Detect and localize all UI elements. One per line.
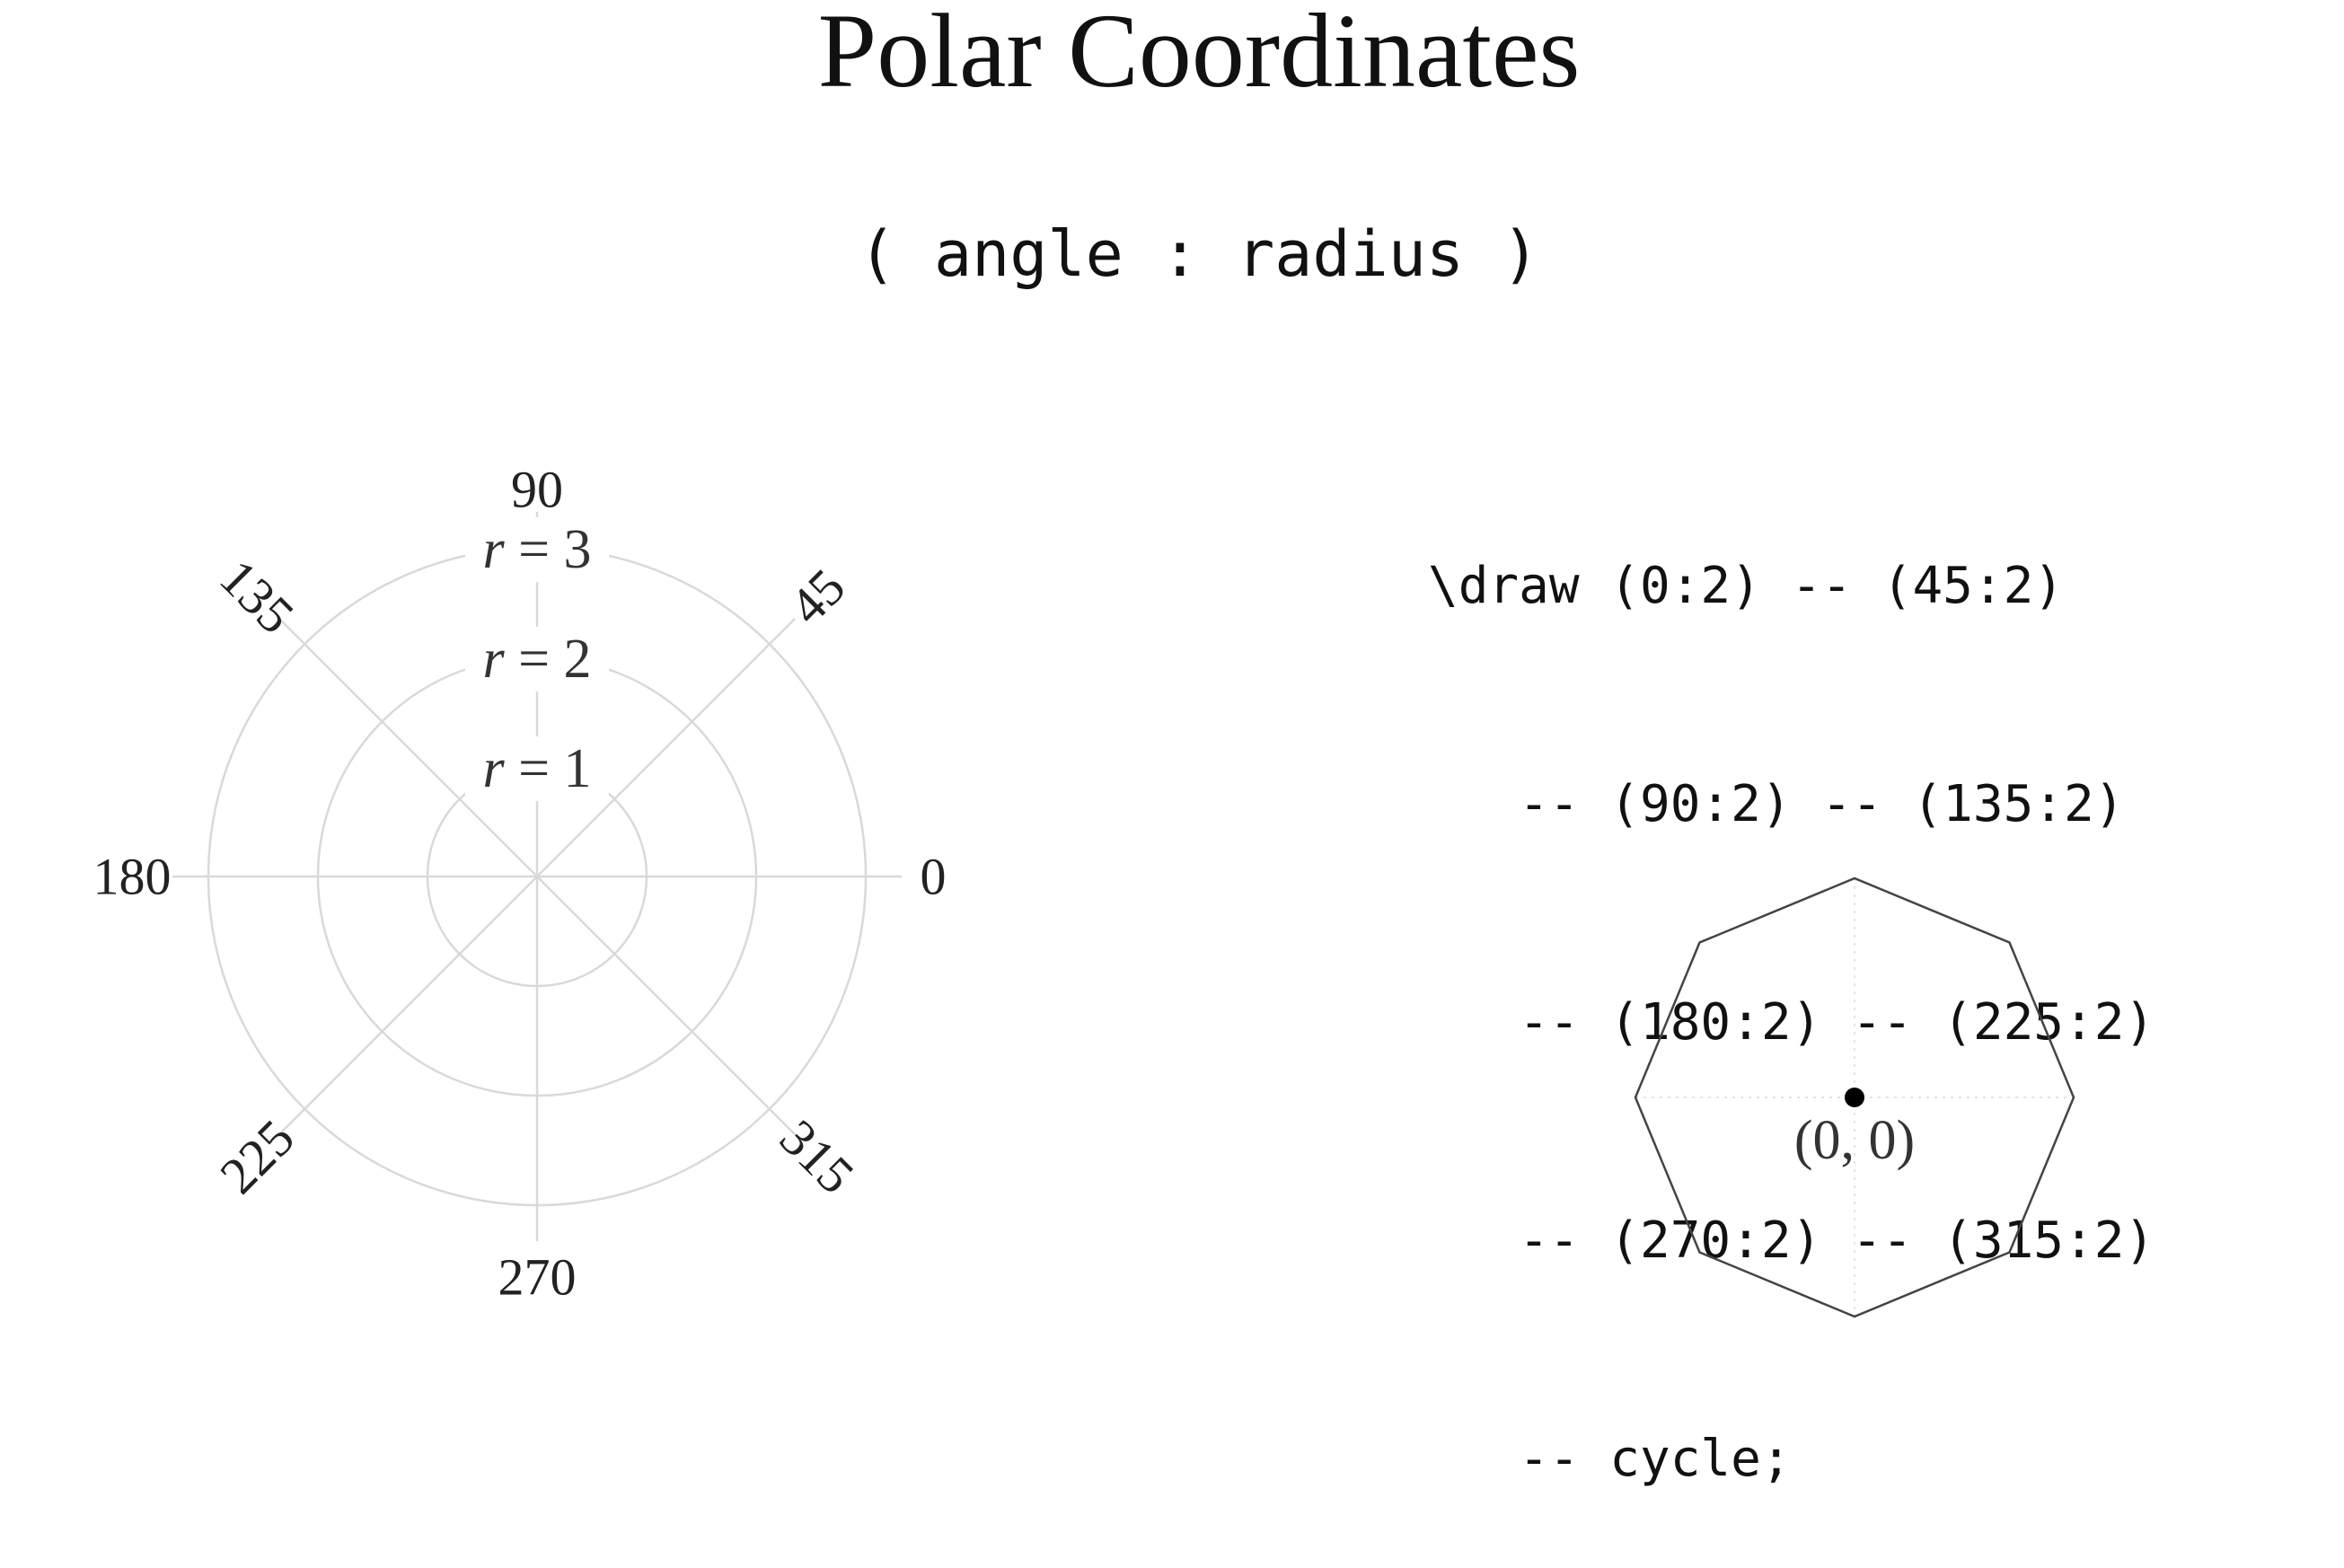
angle-label-270: 270 (498, 1248, 577, 1307)
radius-variable: r (482, 738, 505, 799)
radius-label-bg (465, 736, 609, 801)
radius-variable: r (482, 519, 505, 580)
code-line: \draw (0:2) -- (45:2) (1428, 557, 2065, 615)
angle-label-0: 0 (921, 848, 947, 906)
page-title: Polar Coordinates (817, 0, 1581, 110)
polar-syntax-subtitle: ( angle : radius ) (858, 217, 1540, 291)
origin-label: (0, 0) (1794, 1110, 1915, 1171)
radius-label-r2: r = 2 (482, 629, 591, 690)
radius-equals: = 2 (505, 629, 592, 690)
radius-label-bg (465, 517, 609, 582)
radius-label-r1: r = 1 (482, 738, 591, 799)
octagon-shape (1634, 876, 2075, 1318)
grid-spoke-225 (278, 876, 538, 1135)
code-line: -- (270:2) -- (315:2) (1428, 1211, 2155, 1270)
radius-variable: r (482, 629, 505, 690)
radius-label-r3: r = 3 (482, 519, 591, 580)
radius-equals: = 1 (505, 738, 592, 799)
grid-spoke-135 (278, 618, 538, 877)
code-line: -- cycle; (1428, 1430, 1792, 1488)
angle-label-180: 180 (93, 848, 172, 906)
origin-dot (1845, 1088, 1864, 1107)
angle-label-90: 90 (511, 461, 563, 519)
code-line: -- (90:2) -- (135:2) (1428, 775, 2125, 833)
octagon-figure: (0, 0) (1634, 876, 2075, 1318)
radius-equals: = 3 (505, 519, 592, 580)
grid-spoke-315 (536, 876, 796, 1135)
grid-spoke-45 (536, 618, 796, 877)
code-line: -- (180:2) -- (225:2) (1428, 993, 2155, 1052)
radius-label-bg (465, 627, 609, 692)
